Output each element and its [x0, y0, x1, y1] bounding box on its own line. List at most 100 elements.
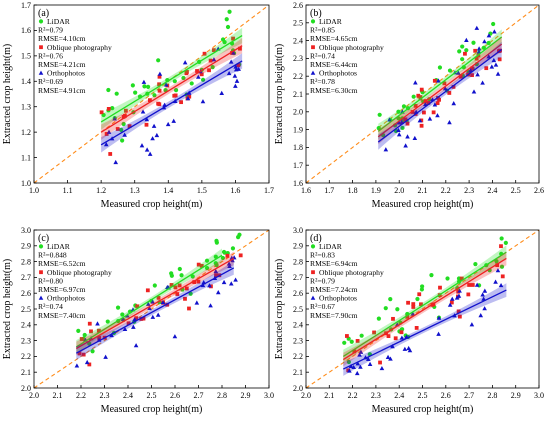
y-tick-label: 2.7	[21, 273, 31, 282]
y-tick-label: 1.9	[293, 125, 303, 134]
data-point	[114, 91, 119, 96]
data-point	[396, 132, 402, 137]
x-tick-label: 1.6	[301, 186, 311, 195]
data-point	[215, 290, 221, 295]
chart-panel-b: 1.6 1.7 1.8 1.9 2.0 2.1 2.2 2.3 2.4 2.5 2.6 1.6 1.7 1…	[274, 1, 544, 210]
data-point	[145, 288, 150, 293]
data-point	[432, 102, 438, 107]
x-tick-label: 2.1	[53, 391, 63, 400]
data-point	[413, 103, 418, 108]
data-point	[38, 19, 44, 24]
regression-line	[377, 48, 503, 143]
y-tick-label: 2.3	[21, 336, 31, 345]
data-point	[310, 19, 316, 24]
x-tick-label: 2.6	[441, 391, 451, 400]
data-point	[133, 343, 139, 348]
data-point	[432, 78, 437, 83]
data-point	[393, 336, 398, 341]
regression-line	[377, 43, 503, 138]
regression-line	[342, 289, 507, 370]
data-point	[376, 125, 381, 131]
data-point	[141, 79, 147, 84]
x-tick-label: 2.4	[487, 186, 497, 195]
data-point	[451, 84, 456, 89]
data-point	[411, 94, 416, 99]
data-point	[457, 288, 462, 293]
x-axis-label: Measured crop height(m)	[372, 404, 474, 415]
y-tick-label: 2.8	[21, 257, 31, 266]
data-point	[422, 110, 426, 115]
y-tick-label: 2.6	[293, 289, 303, 298]
data-point	[503, 240, 508, 245]
legend-entry: Oblique photography	[319, 43, 384, 52]
y-tick-label: 2.5	[293, 19, 303, 28]
data-point	[400, 125, 405, 131]
data-point	[228, 59, 234, 64]
data-point	[458, 74, 463, 79]
data-point	[157, 74, 162, 79]
data-point	[147, 305, 152, 311]
data-point	[396, 127, 401, 133]
data-point	[355, 339, 360, 343]
data-point	[173, 88, 179, 93]
data-point	[480, 292, 485, 297]
data-point	[486, 33, 492, 38]
data-point	[345, 334, 349, 338]
data-point	[419, 287, 425, 292]
data-point	[187, 306, 191, 311]
data-point	[106, 87, 111, 93]
data-point	[406, 300, 410, 305]
x-axis-label: Measured crop height(m)	[372, 199, 474, 210]
x-tick-label: 2.6	[534, 186, 544, 195]
x-tick-label: 2.3	[464, 186, 474, 195]
data-point	[115, 305, 121, 310]
x-tick-label: 2.9	[241, 391, 251, 400]
data-point	[115, 127, 120, 131]
data-point	[457, 49, 462, 54]
data-point	[471, 89, 477, 94]
legend-stat: RMSE=4.10cm	[38, 34, 86, 43]
data-point	[403, 117, 408, 122]
regression-line	[100, 45, 243, 133]
panel-label: (a)	[38, 8, 49, 19]
data-point	[405, 121, 410, 126]
data-point	[74, 363, 80, 368]
data-point	[233, 83, 238, 88]
data-point	[233, 67, 239, 72]
data-point	[470, 73, 474, 78]
data-point	[383, 147, 389, 152]
data-point	[157, 71, 163, 76]
data-point	[470, 66, 474, 71]
data-point	[456, 309, 461, 314]
data-point	[492, 29, 497, 34]
regression-line	[75, 267, 235, 354]
data-point	[482, 39, 487, 44]
legend-stat: RMSE=6.30cm	[310, 86, 358, 95]
data-point	[163, 88, 168, 93]
data-point	[388, 297, 393, 302]
data-point	[79, 337, 84, 341]
legend-stat: RMSE=6.97cm	[38, 285, 86, 294]
data-point	[236, 235, 241, 240]
legend-stat: R²=0.76	[38, 51, 63, 60]
data-point	[405, 314, 410, 319]
data-point	[482, 306, 487, 311]
y-tick-label: 2.2	[293, 352, 303, 361]
data-point	[189, 81, 194, 86]
data-point	[214, 273, 218, 278]
data-point	[473, 48, 478, 53]
data-point	[141, 316, 146, 321]
data-point	[122, 326, 128, 332]
data-point	[442, 86, 448, 91]
y-tick-label: 1.6	[293, 179, 303, 188]
data-point	[230, 246, 236, 251]
data-point	[103, 142, 109, 147]
x-tick-label: 1.2	[96, 186, 106, 195]
legend-entry: LiDAR	[47, 17, 71, 26]
data-point	[486, 54, 492, 59]
x-tick-label: 2.5	[511, 186, 521, 195]
data-point	[113, 159, 119, 165]
legend-stat: RMSE=6.94cm	[310, 259, 358, 268]
data-point	[346, 368, 351, 373]
data-point	[214, 263, 219, 268]
